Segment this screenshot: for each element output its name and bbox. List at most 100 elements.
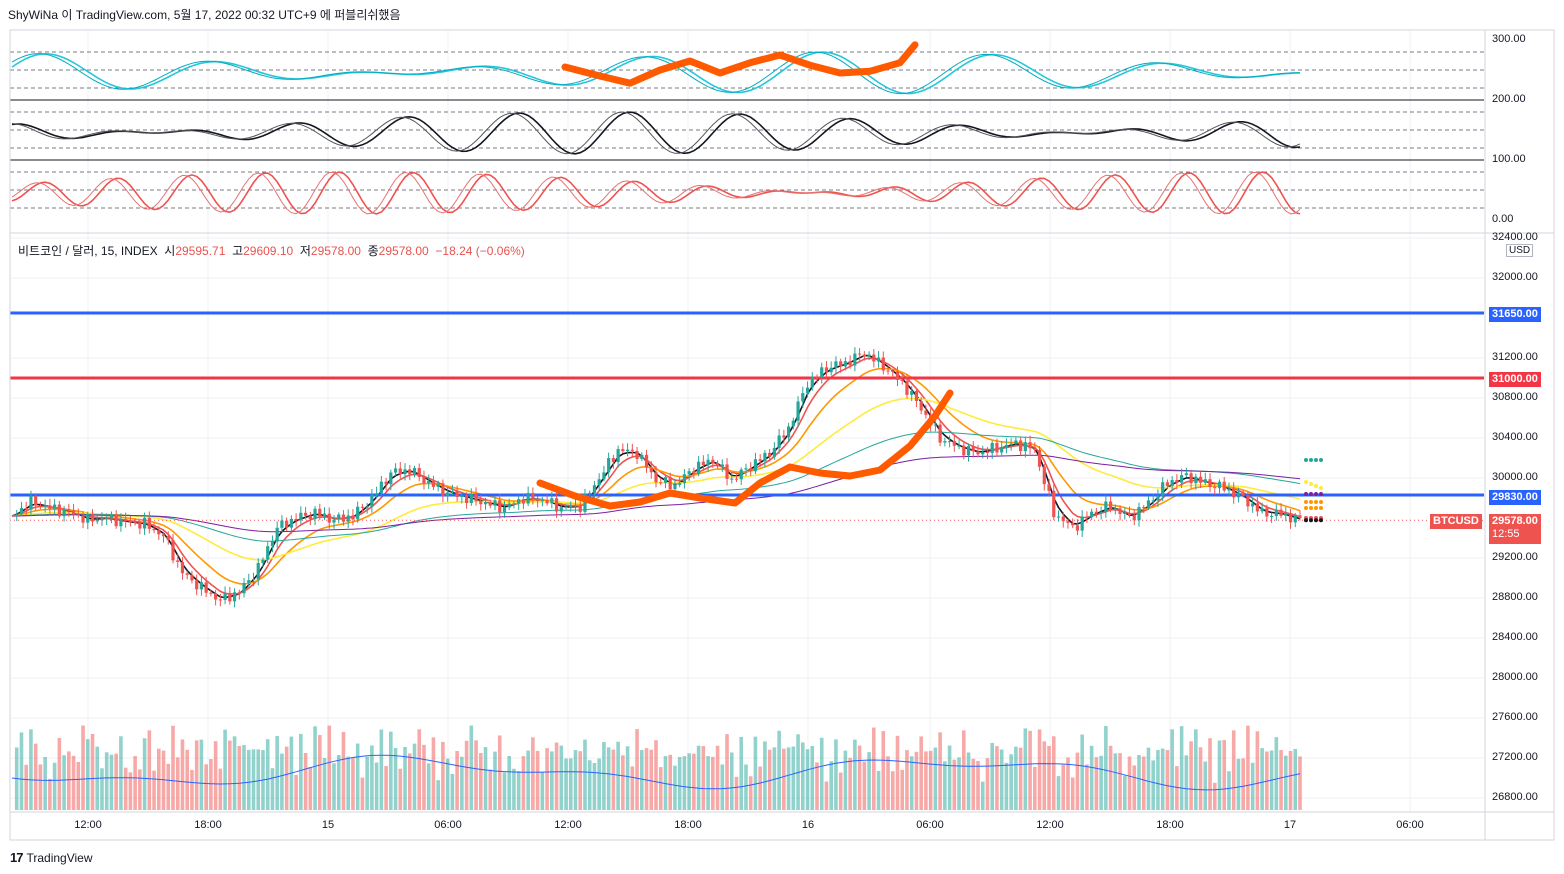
price-tick-label: 32400.00: [1492, 231, 1538, 243]
candle-body: [957, 445, 961, 447]
volume-bar: [1061, 764, 1066, 810]
candle-body: [630, 449, 634, 451]
volume-bar: [313, 726, 317, 810]
candle-body: [1198, 476, 1203, 483]
footer-logo[interactable]: 17 TradingView: [10, 850, 93, 865]
volume-bar: [185, 749, 190, 810]
volume-bar: [280, 753, 284, 810]
candle-body: [450, 491, 454, 493]
candle-body: [621, 449, 625, 452]
candle-body: [356, 506, 360, 520]
oscillator-tick-label: 300.00: [1492, 33, 1526, 45]
candle-body: [592, 485, 597, 493]
volume-bar: [635, 729, 639, 810]
candle-body: [446, 492, 450, 496]
candle-body: [881, 357, 885, 371]
volume-bar: [81, 725, 85, 810]
volume-bar: [426, 763, 431, 810]
candle-body: [332, 519, 336, 523]
volume-bar: [658, 767, 663, 810]
candle-body: [1019, 440, 1023, 452]
candle-body: [1180, 475, 1184, 483]
time-tick-label: 12:00: [554, 819, 582, 831]
candle-body: [578, 505, 582, 512]
volume-bar: [100, 768, 104, 810]
volume-bar: [1250, 762, 1255, 810]
volume-bar: [57, 738, 62, 810]
volume-bar: [966, 752, 971, 810]
volume-bar: [720, 764, 725, 810]
volume-bar: [199, 739, 204, 810]
volume-bar: [578, 751, 583, 810]
volume-bar: [1179, 726, 1184, 810]
volume-bar: [341, 731, 346, 810]
volume-bar: [1231, 730, 1236, 810]
volume-bar: [980, 781, 985, 810]
volume-bar: [48, 778, 52, 810]
candle-body: [564, 506, 568, 508]
candle-body: [38, 505, 43, 508]
volume-bar: [407, 753, 412, 810]
candle-body: [1061, 516, 1065, 522]
volume-bar: [834, 739, 838, 810]
candle-body: [455, 491, 459, 498]
candle-body: [280, 520, 284, 528]
volume-bar: [1014, 746, 1018, 810]
level-tag-31650: 31650.00: [1489, 307, 1541, 322]
volume-bar: [791, 746, 796, 810]
candle-body: [649, 467, 653, 473]
volume-bar: [270, 768, 275, 810]
candle-body: [308, 515, 312, 519]
volume-bar: [104, 752, 109, 810]
candle-body: [895, 371, 900, 380]
candle-body: [697, 461, 701, 474]
candle-body: [441, 483, 445, 496]
candle-body: [1260, 508, 1264, 512]
volume-bar: [587, 760, 592, 810]
volume-bar: [450, 773, 455, 810]
volume-bar: [1033, 766, 1037, 810]
volume-bar: [744, 764, 748, 810]
volume-bar: [1118, 753, 1122, 810]
volume-bar: [204, 764, 208, 810]
volume-bar: [412, 743, 417, 810]
publish-header: ShyWiNa 이 TradingView.com, 5월 17, 2022 0…: [8, 8, 401, 22]
candle-body: [782, 435, 786, 438]
candle-body: [133, 521, 137, 523]
candle-body: [398, 468, 402, 475]
candle-body: [876, 357, 881, 362]
projection-dot: [1304, 506, 1308, 510]
candle-body: [976, 451, 980, 455]
price-tick-label: 30400.00: [1492, 431, 1538, 443]
candle-body: [734, 478, 739, 480]
candle-body: [919, 401, 923, 411]
candle-body: [772, 447, 776, 457]
volume-bar: [1018, 747, 1023, 810]
candle-body: [251, 579, 256, 581]
change-value: −18.24 (−0.06%): [435, 244, 525, 258]
volume-bar: [242, 745, 246, 810]
volume-bar: [1208, 738, 1212, 810]
candle-body: [393, 468, 398, 473]
volume-bar: [763, 741, 767, 810]
candle-body: [43, 505, 47, 508]
time-tick-label: 18:00: [1156, 819, 1184, 831]
candle-body: [128, 521, 132, 523]
volume-bar: [947, 745, 952, 810]
candle-body: [858, 353, 862, 355]
candle-body: [161, 534, 166, 537]
candle-body: [947, 441, 952, 443]
candle-body: [242, 582, 246, 594]
candle-body: [403, 469, 407, 475]
volume-bar: [284, 746, 289, 810]
open-value: 29595.71: [175, 244, 226, 258]
volume-bar: [275, 736, 279, 810]
candle-body: [422, 476, 426, 484]
candle-body: [1269, 515, 1274, 517]
chart-frame: [9, 29, 1555, 841]
volume-bar: [351, 757, 355, 810]
candle-body: [237, 592, 241, 594]
price-tick-label: 27600.00: [1492, 711, 1538, 723]
volume-bar: [374, 762, 379, 810]
projection-dot: [1319, 492, 1323, 496]
